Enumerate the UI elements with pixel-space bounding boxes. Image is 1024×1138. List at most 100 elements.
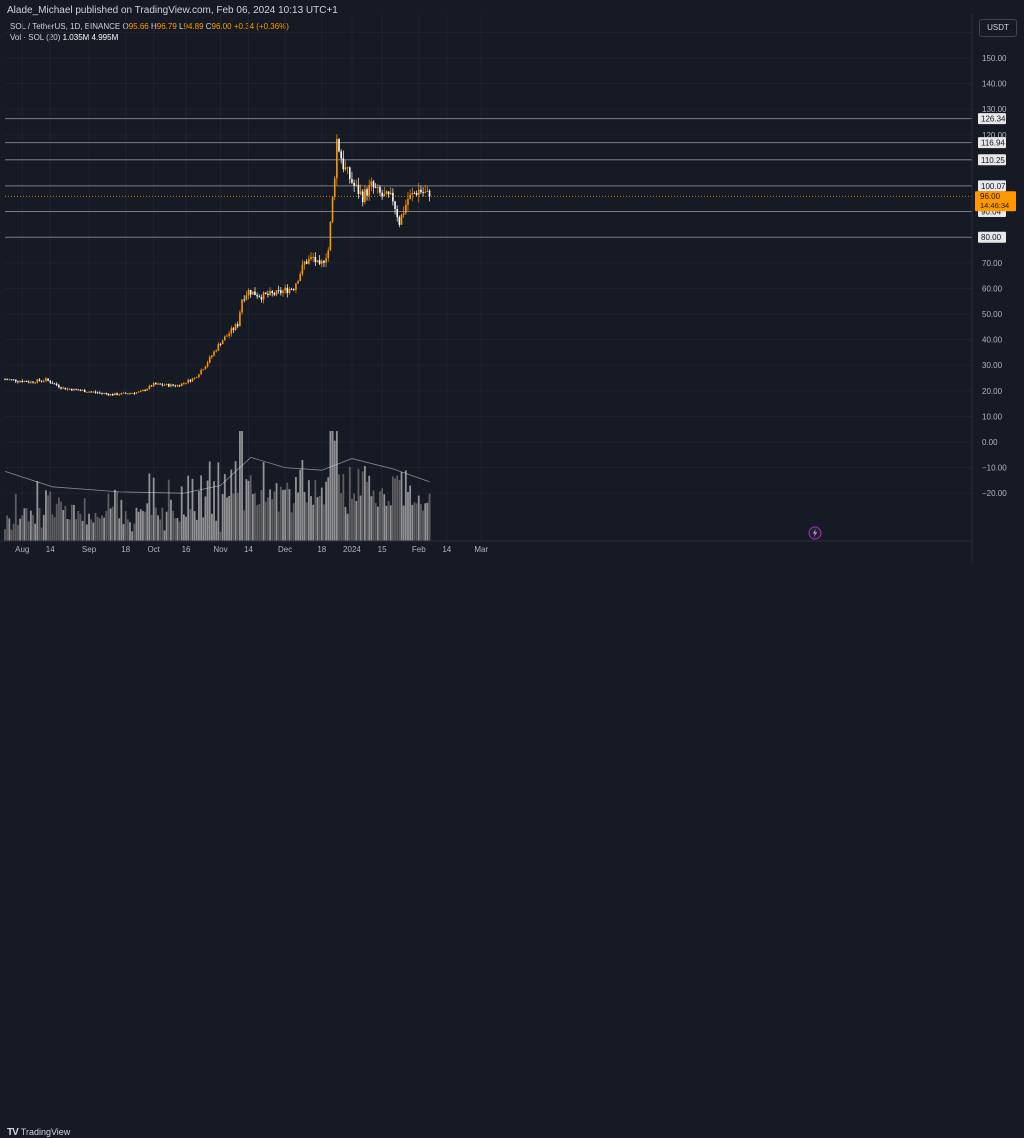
volume-bar (415, 503, 418, 541)
candle-body (394, 201, 396, 210)
volume-bar (187, 475, 190, 541)
tradingview-logo-text: TradingView (20, 1127, 71, 1137)
candle-body (187, 379, 189, 383)
volume-bar (94, 512, 97, 541)
candle-body (308, 258, 310, 264)
candle-body (346, 167, 349, 169)
price-tick-label: −10.00 (982, 464, 1007, 473)
candle-body (295, 283, 297, 290)
volume-bar (305, 502, 308, 541)
volume-bar (170, 499, 172, 541)
candle-body (256, 295, 258, 297)
candle-body (30, 381, 32, 383)
volume-bar (40, 527, 43, 541)
candle-body (204, 366, 207, 370)
candle-body (165, 383, 168, 386)
volume-bar (325, 481, 327, 541)
candle-body (142, 390, 144, 392)
volume-bar (312, 504, 315, 541)
volume-bar (85, 524, 88, 541)
candle-body (159, 383, 161, 385)
level-label: 126.34 (981, 115, 1006, 124)
volume-bar (51, 514, 54, 541)
candle-body (68, 388, 71, 390)
candle-body (213, 351, 215, 356)
volume-bar (249, 475, 252, 541)
volume-bar (12, 523, 15, 541)
candle-body (351, 178, 353, 183)
candle-body (14, 379, 17, 382)
candle-body (374, 187, 377, 189)
volume-bar (290, 512, 293, 541)
candle-body (19, 381, 21, 382)
currency-button[interactable]: USDT (979, 19, 1017, 37)
candle-body (426, 190, 429, 192)
candle-body (400, 214, 403, 225)
volume-bar (10, 529, 13, 541)
volume-bar (152, 477, 155, 541)
level-label: 90.04 (981, 207, 1002, 216)
volume-bar (90, 519, 93, 541)
volume-bar (122, 524, 125, 541)
volume-bar (55, 503, 58, 541)
candle-body (215, 350, 217, 352)
time-axis: Aug 14 Sep 18 Oct 16 Nov 14 Dec 18 2024 15 Feb 14 Mar (0, 540, 972, 554)
candle-body (230, 328, 233, 334)
candle-body (60, 387, 62, 389)
volume-bar (389, 505, 392, 541)
candle-body (172, 384, 174, 386)
candle-body (120, 393, 123, 395)
price-tick-label: 120.00 (982, 131, 1007, 140)
candle-body (25, 381, 28, 382)
candle-body (422, 192, 424, 193)
volume-bar (376, 506, 379, 541)
candle-body (344, 167, 347, 170)
candle-body (12, 379, 15, 381)
volume-bar (232, 493, 235, 541)
candle-body (312, 256, 314, 258)
candle-body (62, 387, 64, 389)
volume-bar (420, 503, 422, 541)
candle-body (77, 389, 80, 391)
candle-body (38, 379, 41, 381)
volume-bar (400, 472, 403, 541)
level-label: 110.25 (981, 156, 1005, 165)
candle-body (392, 192, 394, 202)
volume-bar (109, 508, 112, 541)
candle-body (111, 393, 114, 396)
candle-body (221, 340, 224, 345)
candle-body (178, 385, 181, 387)
candle-body (361, 191, 364, 203)
volume-bar (144, 511, 146, 541)
volume-bar (299, 469, 302, 541)
volume-bar (292, 503, 295, 541)
volume-bar (42, 514, 45, 541)
candle-body (96, 392, 99, 394)
legend-symbol: SOL / TetherUS, 1D, BINANCE (10, 22, 121, 31)
volume-bar (245, 479, 248, 541)
candle-body (407, 199, 409, 205)
candle-body (10, 379, 13, 381)
legend-low-label: L (179, 22, 184, 31)
volume-bar (204, 496, 207, 541)
candle-body (269, 291, 271, 295)
candle-body (174, 385, 177, 387)
volume-bar (398, 480, 401, 541)
candle-body (282, 290, 284, 294)
candle-body (107, 393, 110, 396)
volume-bar (75, 519, 78, 541)
candle-body (139, 391, 142, 392)
price-tick-label: 60.00 (982, 284, 1003, 293)
candle-body (318, 260, 321, 264)
volume-bar (277, 511, 280, 541)
volume-bar (353, 493, 356, 541)
volume-bar (191, 478, 194, 541)
candle-body (387, 191, 390, 195)
candle-body (200, 370, 202, 375)
volume-bar (114, 489, 116, 541)
volume-bar (206, 480, 209, 541)
volume-bar (366, 481, 368, 541)
volume-bar (185, 516, 187, 541)
price-chart[interactable]: 160.00150.00140.00130.00120.00110.00100.… (0, 0, 1024, 561)
volume-bar (297, 492, 299, 541)
